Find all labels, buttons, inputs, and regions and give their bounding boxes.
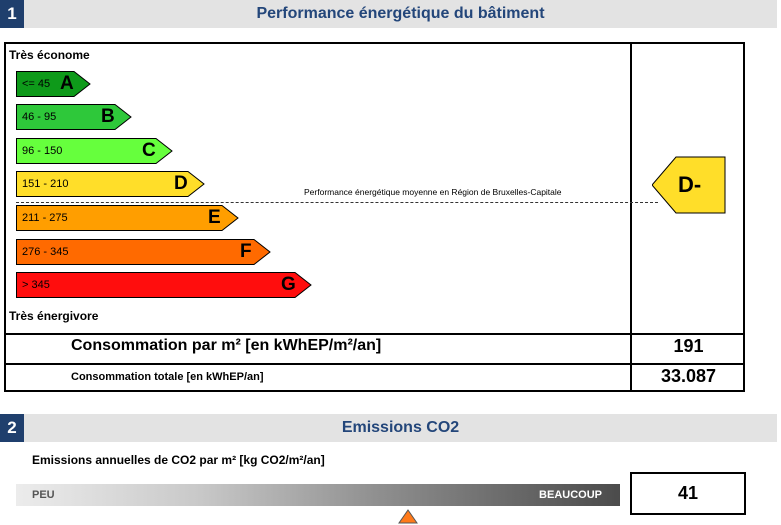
co2-high-label: BEAUCOUP — [539, 489, 602, 501]
energy-grade-b: 46 - 95 B — [16, 104, 132, 130]
indicator-arrow — [652, 156, 726, 214]
average-performance-line — [16, 202, 658, 203]
grade-arrow-shape — [16, 239, 271, 265]
section-number: 1 — [0, 0, 24, 28]
grade-range: <= 45 — [22, 78, 51, 90]
scale-top-label: Très économe — [9, 48, 90, 62]
co2-emissions-label: Emissions annuelles de CO2 par m² [kg CO… — [32, 453, 325, 467]
grade-range: 46 - 95 — [22, 111, 57, 123]
co2-gradient-bar: PEU BEAUCOUP — [16, 484, 620, 506]
grade-letter: C — [142, 140, 156, 161]
energy-grade-f: 276 - 345 F — [16, 239, 271, 265]
grade-range: 96 - 150 — [22, 145, 63, 157]
consumption-per-m2-label: Consommation par m² [en kWhEP/m²/an] — [71, 337, 382, 354]
grade-arrow-shape — [16, 171, 205, 197]
grade-arrow-shape — [16, 104, 132, 130]
energy-grade-e: 211 - 275 E — [16, 205, 239, 231]
grade-arrow-shape — [16, 138, 173, 164]
grade-letter: F — [240, 241, 252, 262]
grade-arrow-shape — [16, 272, 312, 298]
building-grade-value: D- — [678, 172, 702, 197]
energy-grade-g: > 345 G — [16, 272, 312, 298]
grade-range: 211 - 275 — [22, 212, 68, 224]
grade-arrow-shape — [16, 71, 91, 97]
scale-bottom-label: Très énergivore — [9, 309, 99, 323]
co2-emissions-value: 41 — [630, 472, 746, 515]
consumption-total-value: 33.087 — [660, 366, 717, 386]
grade-letter: D — [174, 173, 188, 194]
energy-grade-d: 151 - 210 D — [16, 171, 205, 197]
co2-marker-icon — [398, 509, 418, 524]
grade-letter: E — [208, 207, 221, 228]
frame-divider — [630, 333, 632, 392]
grade-letter: B — [101, 106, 115, 127]
grade-range: > 345 — [22, 279, 50, 291]
section-header-co2: 2 Emissions CO2 — [0, 414, 777, 442]
energy-label-frame — [4, 42, 745, 392]
grade-range: 276 - 345 — [22, 246, 69, 258]
frame-divider — [630, 42, 632, 334]
section-title: Emissions CO2 — [341, 419, 460, 436]
section-number: 2 — [0, 414, 24, 442]
frame-divider — [4, 333, 745, 335]
section-title: Performance énergétique du bâtiment — [256, 5, 545, 22]
average-performance-label: Performance énergétique moyenne en Régio… — [304, 187, 562, 197]
energy-grade-a: <= 45 A — [16, 71, 91, 97]
consumption-per-m2-value: 191 — [673, 336, 704, 356]
energy-grade-c: 96 - 150 C — [16, 138, 173, 164]
co2-low-label: PEU — [32, 489, 55, 501]
building-grade-indicator: D- — [652, 156, 726, 214]
consumption-total-label: Consommation totale [en kWhEP/an] — [71, 371, 264, 383]
grade-letter: A — [60, 73, 74, 94]
grade-arrow-shape — [16, 205, 239, 231]
grade-letter: G — [281, 274, 296, 295]
frame-divider — [4, 363, 745, 365]
grade-range: 151 - 210 — [22, 178, 69, 190]
section-header-performance: 1 Performance énergétique du bâtiment — [0, 0, 777, 28]
